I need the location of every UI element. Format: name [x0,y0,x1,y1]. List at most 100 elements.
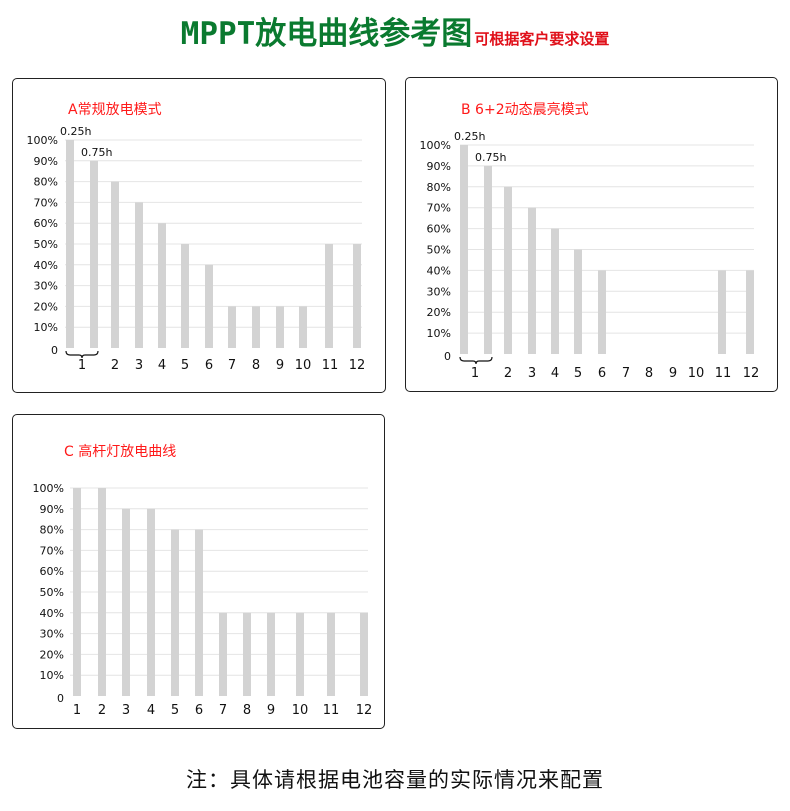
y-tick-label: 90% [427,160,451,173]
y-tick-label: 20% [427,306,451,319]
y-tick-label: 0 [57,692,64,705]
page-subtitle: 可根据客户要求设置 [474,30,610,48]
x-tick-label: 6 [205,358,213,373]
bar [205,264,213,348]
y-tick-label: 40% [40,607,64,620]
x-tick-label: 7 [622,366,630,381]
x-tick-label: 10 [292,703,309,718]
x-tick-label: 2 [504,366,512,381]
x-tick-label: 5 [171,703,179,718]
x-tick-label: 10 [688,366,705,381]
x-tick-label: 7 [228,358,236,373]
bar [299,306,307,348]
bar [228,306,236,348]
x-tick-label: 1 [78,358,86,373]
brace-icon [459,356,493,365]
x-tick-label: 9 [276,358,284,373]
x-tick-label: 9 [267,703,275,718]
header: MPPT放电曲线参考图 可根据客户要求设置 [0,8,790,53]
bar [171,529,179,696]
x-tick-label: 12 [743,366,760,381]
bar [296,612,304,696]
x-tick-label: 4 [551,366,559,381]
bar-duration-label: 0.25h [60,125,91,138]
x-tick-label: 9 [669,366,677,381]
chart-a-title: A常规放电模式 [68,102,162,118]
x-tick-label: 12 [349,358,366,373]
y-tick-label: 50% [40,586,64,599]
chart-c-title: C 高杆灯放电曲线 [64,444,177,460]
y-tick-label: 10% [34,321,58,334]
x-tick-label: 3 [122,703,130,718]
y-tick-label: 70% [40,544,64,557]
y-tick-label: 70% [427,202,451,215]
bar [598,270,606,354]
y-tick-label: 20% [40,648,64,661]
y-tick-label: 90% [34,155,58,168]
bar [90,160,98,348]
x-tick-label: 2 [98,703,106,718]
bar [98,488,106,696]
bar [327,612,335,696]
y-tick-label: 30% [40,628,64,641]
bar [484,165,492,354]
bar [147,508,155,696]
page-title: MPPT放电曲线参考图 [180,16,473,52]
y-tick-label: 100% [420,139,451,152]
x-tick-label: 3 [135,358,143,373]
bar [195,529,203,696]
chart-panel-c [12,414,385,729]
bar [460,145,468,354]
x-tick-label: 3 [528,366,536,381]
bar [181,244,189,348]
bar [528,207,536,354]
bar [267,612,275,696]
y-tick-label: 20% [34,300,58,313]
bar [276,306,284,348]
x-tick-label: 1 [73,703,81,718]
y-tick-label: 60% [427,223,451,236]
y-tick-label: 60% [34,217,58,230]
y-tick-label: 40% [34,259,58,272]
x-tick-label: 6 [598,366,606,381]
bar [504,186,512,354]
bar [325,244,333,348]
x-tick-label: 8 [252,358,260,373]
x-tick-label: 7 [219,703,227,718]
x-tick-label: 11 [715,366,732,381]
y-tick-label: 0 [51,344,58,357]
x-tick-label: 4 [158,358,166,373]
y-tick-label: 100% [27,134,58,147]
y-tick-label: 30% [34,280,58,293]
bar [73,488,81,696]
bar [219,612,227,696]
footer-note: 注：具体请根据电池容量的实际情况来配置 [186,768,604,792]
y-tick-label: 50% [34,238,58,251]
x-tick-label: 8 [645,366,653,381]
y-tick-label: 80% [40,524,64,537]
y-tick-label: 90% [40,503,64,516]
x-tick-label: 1 [471,366,479,381]
bar [111,181,119,348]
y-tick-label: 10% [40,669,64,682]
y-tick-label: 100% [33,482,64,495]
x-tick-label: 2 [111,358,119,373]
y-tick-label: 80% [34,176,58,189]
x-tick-label: 6 [195,703,203,718]
x-tick-label: 10 [295,358,312,373]
y-tick-label: 40% [427,264,451,277]
y-tick-label: 50% [427,244,451,257]
bar-duration-label: 0.25h [454,130,485,143]
bar [718,270,726,354]
y-tick-label: 70% [34,196,58,209]
bar [574,249,582,354]
bar-duration-label: 0.75h [475,151,506,164]
bar [135,202,143,348]
y-tick-label: 0 [444,350,451,363]
bar [66,140,74,348]
brace-icon [65,350,99,359]
bar [360,612,368,696]
bar [353,244,361,348]
y-tick-label: 80% [427,181,451,194]
